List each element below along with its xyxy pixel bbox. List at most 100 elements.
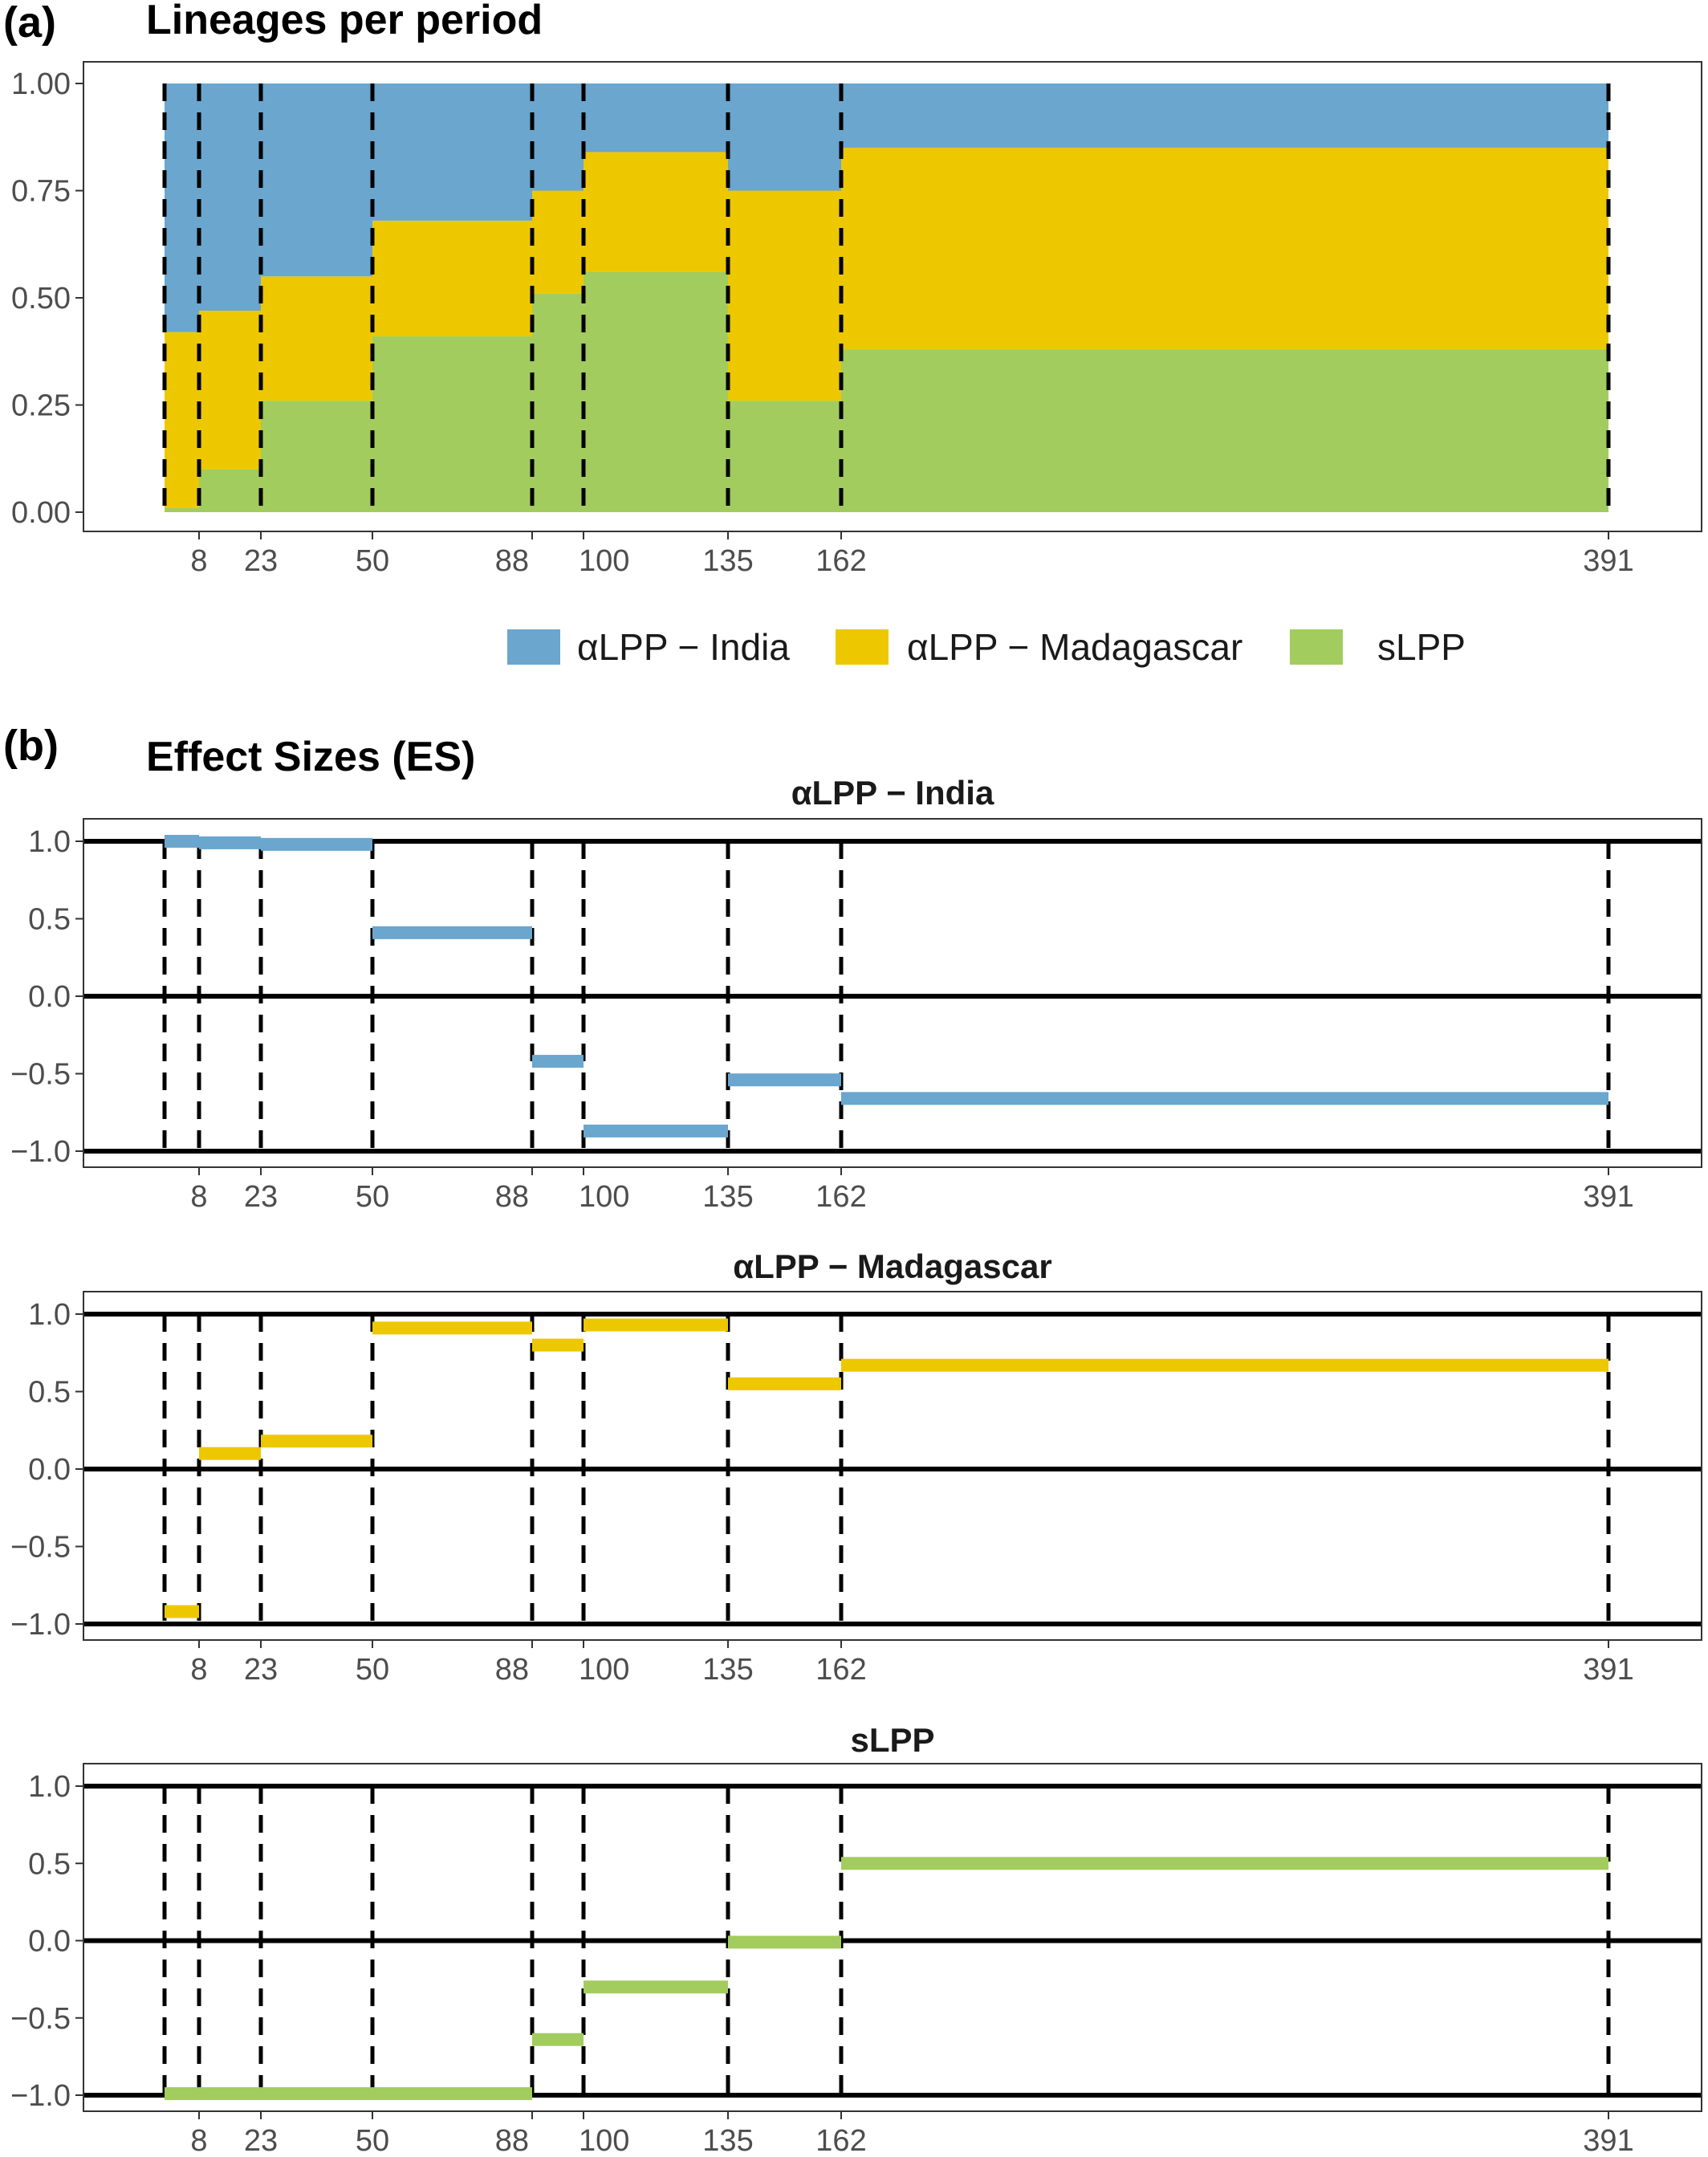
a-y-tick-label: 1.00 (11, 67, 71, 101)
area-bar-slpp (532, 293, 584, 512)
b2-x-tick-label: 8 (190, 2124, 207, 2157)
b1-x-tick-label: 23 (244, 1653, 278, 1687)
b2-x-tick-label: 391 (1583, 2124, 1633, 2157)
es-segment-madagascar (728, 1377, 841, 1390)
area-bar-slpp (728, 401, 841, 512)
a-x-tick-label: 50 (356, 544, 389, 578)
facet-background (83, 1764, 1702, 2111)
area-bar-india (199, 83, 261, 311)
b0-x-tick-label: 8 (190, 1180, 207, 1214)
area-bar-madagascar (372, 220, 532, 337)
es-segment-slpp (165, 2087, 199, 2101)
area-bar-slpp (372, 336, 532, 512)
area-bar-india (728, 83, 841, 191)
a-x-tick-label: 8 (190, 544, 207, 578)
b-y-tick-label: 1.0 (28, 825, 71, 859)
legend-key (1290, 629, 1343, 665)
es-segment-india (199, 836, 261, 849)
b-y-tick-label: 1.0 (28, 1770, 71, 1804)
es-segment-india (372, 926, 532, 939)
area-bar-madagascar (728, 190, 841, 401)
legend-label: αLPP − Madagascar (907, 626, 1242, 668)
b-y-tick-label: 0.0 (28, 1453, 71, 1487)
area-bar-slpp (584, 271, 728, 512)
area-bar-madagascar (261, 276, 372, 401)
b-y-tick-label: 0.5 (28, 903, 71, 937)
area-bar-madagascar (841, 148, 1608, 350)
b0-x-tick-label: 391 (1583, 1180, 1633, 1214)
plot-a-frame (83, 61, 1702, 532)
b2-x-tick-label: 162 (815, 2124, 866, 2157)
facet-title: αLPP − Madagascar (733, 1247, 1051, 1285)
b1-x-tick-label: 8 (190, 1653, 207, 1687)
b-y-tick-label: 0.0 (28, 980, 71, 1014)
es-segment-india (261, 837, 372, 851)
b-y-tick-label: 0.0 (28, 1925, 71, 1959)
area-bar-madagascar (532, 190, 584, 294)
area-bar-slpp (165, 507, 199, 512)
area-bar-india (841, 83, 1608, 149)
b-y-tick-label: −0.5 (10, 1531, 71, 1565)
b1-x-tick-label: 391 (1583, 1653, 1633, 1687)
es-segment-madagascar (261, 1435, 372, 1448)
b-y-tick-label: −0.5 (10, 1058, 71, 1092)
es-segment-slpp (728, 1935, 841, 1949)
a-y-tick-label: 0.50 (11, 282, 71, 315)
b-y-tick-label: 0.5 (28, 1376, 71, 1410)
es-segment-madagascar (584, 1318, 728, 1332)
es-segment-slpp (199, 2087, 261, 2101)
b2-x-tick-label: 88 (495, 2124, 529, 2157)
a-y-tick-label: 0.25 (11, 389, 71, 423)
b1-x-tick-label: 50 (356, 1653, 389, 1687)
area-bar-india (261, 83, 372, 277)
area-bar-madagascar (199, 311, 261, 470)
b-y-tick-label: 1.0 (28, 1298, 71, 1332)
es-segment-slpp (372, 2087, 532, 2101)
legend-key (507, 629, 560, 665)
legend-label: sLPP (1377, 626, 1466, 668)
area-bar-slpp (841, 349, 1608, 512)
es-segment-slpp (261, 2087, 372, 2101)
b0-x-tick-label: 100 (579, 1180, 629, 1214)
es-segment-madagascar (841, 1358, 1608, 1372)
b1-x-tick-label: 162 (815, 1653, 866, 1687)
facet-frame (83, 1763, 1702, 2112)
es-segment-india (841, 1092, 1608, 1105)
facet-title: sLPP (850, 1721, 934, 1759)
es-segment-madagascar (372, 1321, 532, 1335)
area-bar-madagascar (584, 152, 728, 272)
panel-a-label: (a) (3, 0, 56, 47)
b1-x-tick-label: 88 (495, 1653, 529, 1687)
area-bar-india (372, 83, 532, 221)
b2-x-tick-label: 100 (579, 2124, 629, 2157)
es-segment-india (165, 835, 199, 848)
es-segment-madagascar (199, 1447, 261, 1460)
b2-x-tick-label: 135 (702, 2124, 753, 2157)
b0-x-tick-label: 162 (815, 1180, 866, 1214)
panel-b-title: Effect Sizes (ES) (146, 734, 475, 780)
area-bar-madagascar (165, 332, 199, 508)
legend: αLPP − India αLPP − Madagascar sLPP (507, 626, 1466, 668)
facet-background (83, 1292, 1702, 1640)
b2-x-tick-label: 50 (356, 2124, 389, 2157)
a-x-tick-label: 88 (495, 544, 529, 578)
b0-x-tick-label: 50 (356, 1180, 389, 1214)
b-y-tick-label: −1.0 (10, 1608, 71, 1642)
panel-b-label: (b) (3, 722, 59, 770)
es-segment-madagascar (165, 1605, 199, 1618)
facet-frame (83, 1291, 1702, 1641)
es-segment-slpp (841, 1857, 1608, 1870)
a-x-tick-label: 391 (1583, 544, 1633, 578)
a-x-tick-label: 135 (702, 544, 753, 578)
facet-background (83, 819, 1702, 1167)
b2-x-tick-label: 23 (244, 2124, 278, 2157)
b-y-tick-label: −1.0 (10, 1135, 71, 1169)
legend-key (836, 629, 889, 665)
es-segment-india (584, 1124, 728, 1138)
b1-x-tick-label: 135 (702, 1653, 753, 1687)
a-y-tick-label: 0.75 (11, 175, 71, 209)
es-segment-india (532, 1055, 584, 1068)
a-x-tick-label: 100 (579, 544, 629, 578)
es-segment-india (728, 1073, 841, 1087)
facet-title: αLPP − India (791, 774, 994, 812)
